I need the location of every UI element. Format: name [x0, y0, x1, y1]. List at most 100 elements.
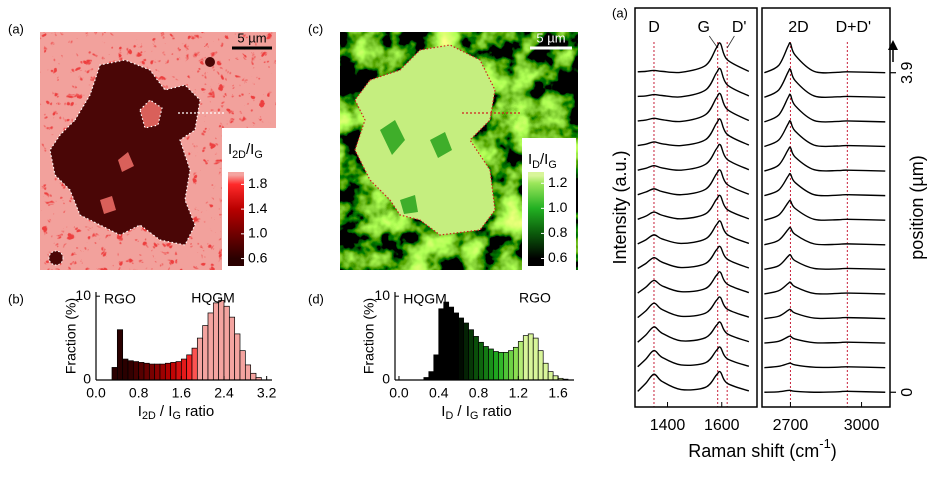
flake-outline	[49, 59, 201, 246]
colorbar-tick-label: 1.4	[248, 200, 268, 216]
y-axis-label: Intensity (a.u.)	[610, 150, 630, 264]
bar	[191, 347, 198, 381]
spectrum-line	[764, 253, 886, 271]
peak-label: 2D	[788, 19, 808, 36]
y2-tick-label: 3.9	[899, 62, 916, 84]
bar	[498, 351, 504, 381]
colorbar-tick-label: 1.2	[548, 174, 568, 190]
y2-axis-label: position (µm)	[907, 155, 927, 259]
spectrum-line	[637, 296, 750, 319]
bar	[148, 363, 156, 381]
x-axis-label: I2D / IG ratio	[138, 403, 214, 422]
flake-patch	[380, 120, 452, 214]
bar	[448, 306, 455, 381]
x-tick-label: 3000	[844, 417, 880, 434]
colorbar-tick-label: 0.6	[548, 249, 568, 265]
bar	[547, 371, 554, 381]
spectrum	[637, 296, 750, 319]
spectrum	[637, 321, 750, 343]
x-tick-label: 1400	[650, 417, 686, 434]
colorbar-tick-label: 0.6	[248, 249, 268, 265]
bar	[127, 360, 134, 381]
peak-label: D	[648, 19, 660, 36]
spectrum	[764, 389, 886, 393]
bar	[473, 336, 479, 381]
x-tick-label: 2.4	[214, 385, 234, 401]
x-tick-label: 1.6	[172, 385, 192, 401]
bar	[116, 329, 124, 381]
peak-label: D+D'	[836, 19, 872, 36]
x-tick-label: 0.8	[129, 385, 149, 401]
bar	[463, 322, 469, 381]
spectrum	[764, 93, 886, 123]
colorbar-title: I2D/IG	[228, 141, 263, 161]
bar	[228, 316, 236, 381]
spectrum-line	[764, 199, 886, 221]
script-text: -1	[819, 436, 831, 451]
spectrum	[637, 346, 750, 368]
bar	[522, 335, 529, 381]
colorbar-tick-label: 1.0	[548, 199, 568, 215]
colorbar-title: ID/IG	[528, 151, 557, 171]
bar	[488, 348, 494, 381]
bar	[175, 361, 182, 381]
spectrum	[637, 169, 750, 196]
spectrum	[764, 335, 886, 344]
text-part: / I	[156, 403, 173, 420]
panel-label: (d)	[308, 291, 324, 306]
spectrum-line	[637, 370, 750, 392]
text-part: I	[441, 403, 445, 420]
bar	[202, 325, 209, 381]
spectrum-line	[764, 93, 886, 123]
spectrum	[764, 68, 886, 99]
bar	[433, 354, 440, 381]
spectrum-line	[764, 146, 886, 172]
bar	[132, 361, 140, 381]
annotation: RGO	[519, 290, 551, 306]
bar	[458, 317, 464, 381]
bar	[483, 346, 489, 381]
bar	[111, 367, 118, 381]
text-part: /I	[540, 151, 548, 168]
bar	[154, 363, 161, 381]
bar	[170, 362, 177, 381]
x-axis-label: ID / IG ratio	[441, 403, 511, 422]
bar	[239, 350, 246, 381]
y-tick-label: 0	[83, 371, 91, 387]
bar	[138, 362, 145, 381]
bar	[532, 337, 539, 381]
spectrum	[764, 42, 886, 74]
spectrum-line	[637, 346, 750, 368]
spectrum-line	[764, 389, 886, 393]
spectrum	[764, 199, 886, 221]
annotation: HQGM	[403, 291, 447, 307]
colorbar-tick-label: 1.0	[248, 225, 268, 241]
spectrum	[764, 120, 886, 148]
spectrum-line	[637, 143, 750, 171]
bar	[196, 337, 204, 381]
text-part: ratio	[478, 403, 511, 420]
x-tick-label: 0.8	[469, 385, 489, 401]
text-part: Raman shift (cm	[688, 441, 819, 461]
spectrum-line	[764, 42, 886, 74]
y-tick-label: 10	[374, 287, 390, 303]
flake-island	[48, 250, 64, 266]
script-text: D	[445, 410, 453, 422]
colorbar-tick-label: 0.8	[548, 224, 568, 240]
peak-label: D'	[732, 19, 747, 36]
spectrum-line	[764, 281, 886, 295]
colorbar	[228, 172, 244, 266]
text-part: I	[138, 403, 142, 420]
bar	[517, 341, 524, 381]
x-tick-label: 3.2	[257, 385, 277, 401]
spectrum-line	[764, 68, 886, 99]
x-tick-label: 2700	[773, 417, 809, 434]
bar	[443, 301, 450, 381]
bar	[164, 362, 172, 381]
plot-frame	[761, 7, 891, 408]
flake-outline	[354, 44, 496, 236]
x-axis-label: Raman shift (cm-1)	[688, 436, 837, 460]
bar	[234, 333, 241, 381]
